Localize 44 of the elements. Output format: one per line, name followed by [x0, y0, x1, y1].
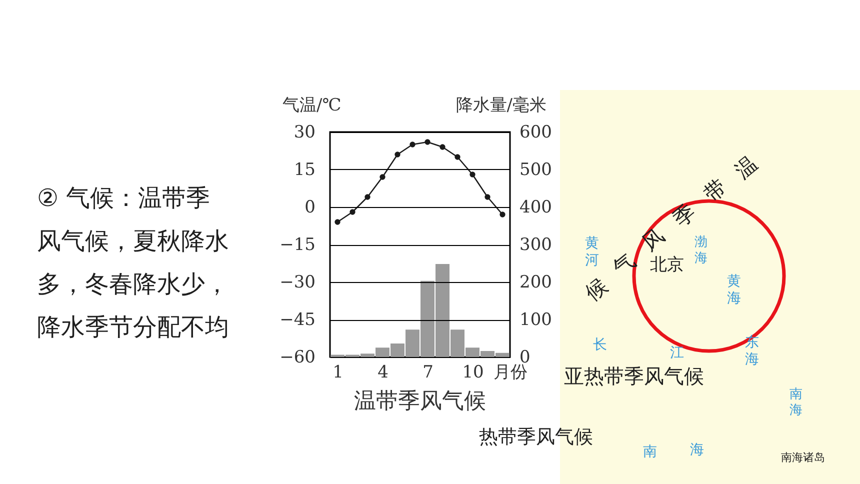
- y-axis-title: 气温/℃: [282, 96, 342, 116]
- y2-tick-label: 200: [520, 272, 552, 292]
- y-tick-label: −30: [280, 272, 316, 292]
- text: 长江: [593, 337, 684, 361]
- text: ② 气候：温带季风气候，夏秋降水多，冬春降水少，降水季节分配不均: [37, 184, 229, 341]
- text: 黄海: [727, 274, 741, 306]
- point: [380, 174, 386, 180]
- y2-tick-label: 600: [520, 122, 552, 142]
- point: [334, 219, 340, 225]
- y2-axis-title: 降水量/毫米: [456, 96, 546, 116]
- point: [484, 194, 490, 200]
- point: [440, 144, 446, 150]
- text: 渤海: [694, 235, 708, 266]
- point: [500, 212, 506, 218]
- text: 南海: [790, 387, 802, 418]
- text: 温带季风气候: [354, 389, 486, 414]
- y2-tick-label: 300: [520, 235, 552, 255]
- point: [424, 139, 430, 145]
- text: 南海诸岛: [781, 451, 825, 464]
- y2-tick-label: 400: [520, 198, 552, 218]
- text: 南海: [643, 442, 704, 460]
- point: [364, 194, 370, 200]
- text: 东海: [745, 334, 759, 368]
- x-tick-label: 4: [378, 362, 388, 382]
- y-tick-label: −45: [280, 310, 316, 330]
- point: [410, 142, 416, 148]
- y-tick-label: 30: [294, 122, 316, 142]
- y-tick-label: 15: [294, 160, 316, 180]
- point: [350, 209, 356, 215]
- y-tick-label: −60: [280, 348, 316, 368]
- x-tick-label: 1: [332, 362, 344, 382]
- y2-tick-label: 500: [520, 160, 552, 180]
- x-tick-label: 10: [462, 362, 484, 382]
- text: 北京: [650, 255, 684, 275]
- x-tick-label: 7: [422, 362, 434, 382]
- point: [394, 152, 400, 158]
- point: [454, 154, 460, 160]
- y-tick-label: −15: [280, 235, 316, 255]
- text: 亚热带季风气候: [564, 364, 704, 388]
- text: 黄河: [585, 236, 599, 268]
- point: [470, 172, 476, 178]
- y-tick-label: 0: [304, 198, 316, 218]
- y2-tick-label: 100: [520, 310, 552, 330]
- text: 热带季风气候: [479, 426, 593, 448]
